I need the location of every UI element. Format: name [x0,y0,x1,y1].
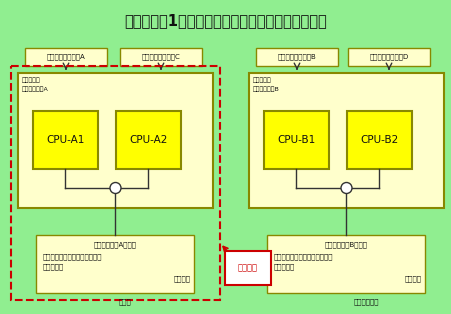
Text: CPU-A2: CPU-A2 [129,135,167,145]
Bar [33,111,98,169]
Text: 安全系補機（B系統）: 安全系補機（B系統） [324,241,367,248]
Text: 当該箇所: 当該箇所 [238,263,258,272]
Bar [18,73,212,208]
Text: など）: など） [173,275,190,282]
Text: （中央制御室非常用給気ファン: （中央制御室非常用給気ファン [42,253,102,260]
Text: 計装用電源装置１B: 計装用電源装置１B [277,54,316,60]
Text: 計装用電源装置１C: 計装用電源装置１C [141,54,180,60]
Text: など）: など） [404,275,421,282]
Text: CPU-B1: CPU-B1 [277,135,315,145]
Circle shape [340,182,351,193]
Text: 海水ポンプ: 海水ポンプ [273,263,294,270]
Text: 定格で審議中: 定格で審議中 [353,298,378,305]
Bar [116,111,180,169]
Bar [267,235,424,293]
Circle shape [110,182,121,193]
Text: シーケンス盤B: シーケンス盤B [253,86,279,92]
Text: 伊方発電所1号機　安全防護系シーケンス盤概略図: 伊方発電所1号機 安全防護系シーケンス盤概略図 [124,13,327,28]
Bar [11,66,220,300]
Text: 計装用電源装置１A: 計装用電源装置１A [46,54,85,60]
Text: （中央制御室非常用給気ファン: （中央制御室非常用給気ファン [273,253,332,260]
Text: 安全防護系: 安全防護系 [253,77,271,83]
Bar [347,48,429,66]
Bar [37,235,194,293]
Text: 海水ポンプ: 海水ポンプ [42,263,64,270]
Bar [346,111,411,169]
Bar [120,48,202,66]
Bar [25,48,107,66]
Text: 運転中: 運転中 [119,298,132,305]
Bar [249,73,443,208]
Bar [263,111,328,169]
Text: CPU-B2: CPU-B2 [359,135,398,145]
Text: 安全防護系: 安全防護系 [22,77,41,83]
Text: シーケンス盤A: シーケンス盤A [22,86,49,92]
Text: 安全系補機（A系統）: 安全系補機（A系統） [94,241,137,248]
Text: CPU-A1: CPU-A1 [46,135,84,145]
Bar [255,48,337,66]
Text: 計装用電源装置１D: 計装用電源装置１D [368,54,408,60]
